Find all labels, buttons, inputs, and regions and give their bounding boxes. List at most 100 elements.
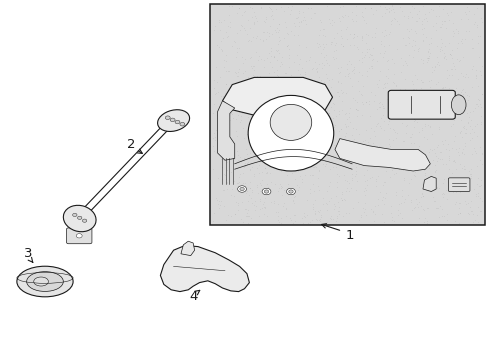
Point: [421, 155, 428, 161]
Point: [390, 16, 398, 22]
Point: [463, 121, 471, 126]
Point: [444, 85, 452, 91]
Point: [314, 105, 322, 111]
Point: [457, 150, 465, 156]
Point: [363, 182, 370, 188]
Point: [237, 81, 245, 86]
Point: [454, 145, 462, 151]
Point: [466, 198, 474, 204]
Point: [386, 102, 393, 108]
Point: [286, 7, 294, 13]
Point: [236, 154, 244, 160]
Point: [256, 198, 264, 203]
Point: [344, 123, 351, 129]
Point: [244, 38, 252, 44]
Point: [309, 150, 317, 156]
Point: [461, 178, 468, 184]
Point: [340, 177, 348, 183]
Point: [337, 126, 345, 132]
Point: [357, 99, 365, 105]
Point: [440, 191, 447, 197]
Point: [393, 212, 401, 217]
Point: [267, 13, 275, 18]
Point: [398, 161, 406, 166]
Point: [416, 161, 424, 167]
Point: [210, 102, 218, 107]
Point: [256, 4, 264, 10]
Point: [414, 9, 422, 14]
Point: [291, 149, 299, 155]
Point: [426, 40, 434, 46]
Point: [428, 176, 436, 182]
Point: [420, 123, 428, 129]
Point: [235, 95, 243, 101]
Point: [237, 117, 244, 123]
Point: [424, 46, 432, 52]
Point: [258, 205, 265, 211]
Point: [426, 35, 434, 41]
Point: [312, 68, 320, 74]
Point: [276, 183, 284, 189]
Point: [337, 191, 345, 197]
Point: [460, 89, 468, 95]
Point: [246, 63, 254, 68]
Point: [212, 195, 220, 201]
Point: [345, 188, 352, 193]
Point: [424, 205, 431, 211]
Point: [310, 118, 318, 123]
Point: [472, 22, 480, 28]
Point: [431, 153, 439, 159]
FancyBboxPatch shape: [387, 90, 454, 119]
Point: [312, 165, 320, 170]
Ellipse shape: [180, 122, 184, 126]
Point: [240, 68, 248, 74]
Point: [386, 203, 394, 209]
Point: [305, 186, 313, 192]
Point: [431, 167, 439, 173]
Point: [215, 18, 223, 23]
Point: [473, 190, 481, 196]
Point: [321, 200, 329, 206]
Point: [263, 30, 270, 35]
Point: [412, 163, 420, 168]
Point: [243, 126, 251, 132]
Point: [244, 139, 252, 145]
Point: [436, 149, 444, 155]
Point: [310, 10, 318, 16]
Point: [417, 87, 425, 93]
Point: [358, 138, 366, 144]
Point: [421, 34, 429, 40]
Point: [335, 129, 343, 134]
Point: [321, 41, 329, 47]
Point: [392, 135, 400, 141]
Point: [462, 110, 469, 116]
Point: [353, 45, 361, 50]
Point: [329, 206, 337, 212]
Point: [314, 74, 322, 80]
Point: [442, 67, 449, 72]
Point: [418, 193, 426, 199]
Point: [235, 67, 243, 72]
Point: [315, 139, 323, 145]
Point: [219, 64, 227, 70]
Point: [297, 122, 305, 127]
Point: [368, 209, 376, 215]
Point: [328, 40, 336, 45]
Point: [246, 216, 254, 221]
Point: [289, 20, 297, 26]
Point: [436, 24, 444, 30]
Point: [252, 33, 260, 39]
Point: [290, 32, 298, 38]
Point: [427, 69, 435, 75]
Point: [371, 123, 379, 129]
Polygon shape: [334, 139, 429, 171]
Point: [357, 72, 365, 77]
Point: [264, 50, 272, 56]
Point: [269, 16, 277, 22]
Point: [418, 37, 426, 42]
Point: [464, 212, 472, 217]
Point: [457, 108, 465, 114]
Point: [437, 138, 445, 144]
Point: [457, 40, 465, 46]
Point: [358, 15, 366, 21]
